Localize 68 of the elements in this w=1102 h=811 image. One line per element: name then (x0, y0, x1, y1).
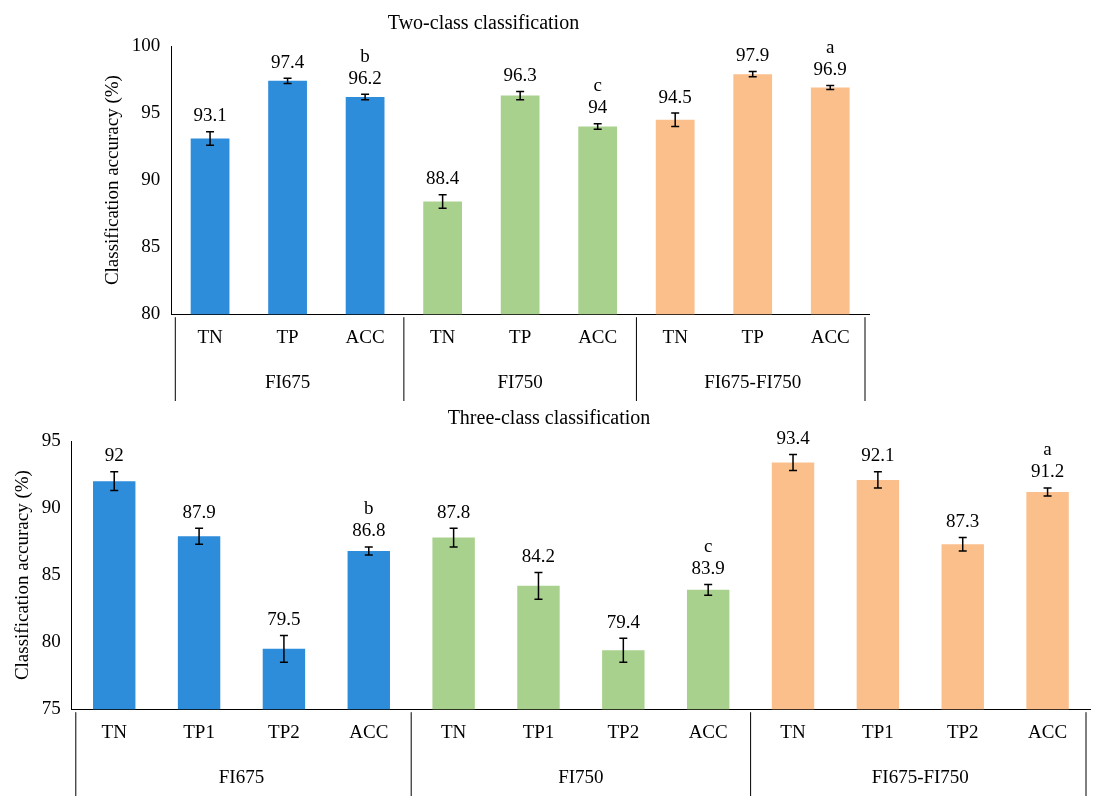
annotation: c (593, 74, 602, 96)
x-tick-label: TP1 (862, 720, 894, 742)
data-label: 96.2 (348, 66, 382, 88)
x-tick-label: ACC (810, 325, 850, 347)
x-tick-label: TP1 (522, 720, 555, 742)
y-tick-label: 80 (41, 630, 61, 652)
x-tick-label: ACC (578, 325, 618, 347)
data-label: 87.3 (946, 510, 980, 532)
data-label: 84.2 (521, 544, 556, 566)
y-tick-label: 95 (41, 428, 61, 450)
data-label: 93.4 (776, 426, 811, 448)
y-tick-label: 100 (131, 33, 161, 55)
y-tick-label: 85 (41, 563, 61, 585)
data-label: 96.9 (813, 58, 847, 80)
data-label: 94 (588, 96, 608, 118)
x-tick-label: TP (509, 325, 532, 347)
x-tick-label: TP2 (946, 720, 979, 742)
x-tick-label: ACC (688, 720, 728, 742)
data-label: 94.5 (658, 85, 692, 107)
data-label: 87.9 (182, 500, 216, 522)
data-label: 92 (104, 444, 124, 466)
x-tick-label: ACC (345, 325, 385, 347)
data-label: 97.4 (270, 50, 305, 72)
annotation: c (703, 534, 713, 556)
data-label: 79.4 (606, 610, 641, 632)
data-label: 97.9 (736, 43, 770, 65)
data-label: 79.5 (267, 607, 301, 629)
x-tick-label: TN (429, 325, 456, 347)
chart-title: Two-class classification (387, 11, 580, 34)
y-tick-label: 75 (41, 697, 61, 719)
x-tick-label: TP2 (607, 720, 640, 742)
x-tick-label: TN (780, 720, 806, 742)
x-tick-label: TN (197, 325, 223, 347)
data-label: 91.2 (1030, 460, 1065, 482)
x-tick-label: TN (101, 720, 128, 742)
annotation: a (1043, 438, 1053, 460)
y-axis-title: Classification accuracy (%) (101, 75, 124, 286)
data-label: 88.4 (426, 167, 460, 189)
x-tick-label: TN (440, 720, 467, 742)
x-tick-label: TP (276, 325, 299, 347)
text: FI675 (218, 765, 265, 787)
text: FI750 (497, 370, 543, 392)
data-label: 92.1 (861, 444, 895, 466)
annotation: b (360, 44, 370, 66)
data-label: 86.8 (352, 519, 386, 541)
annotation: a (826, 36, 836, 58)
data-label: 83.9 (691, 556, 725, 578)
y-tick-label: 90 (41, 496, 61, 518)
text: FI675-FI750 (871, 765, 969, 787)
y-tick-label: 85 (141, 235, 161, 257)
y-tick-label: 80 (141, 302, 161, 324)
x-tick-label: ACC (349, 720, 389, 742)
text: FI675-FI750 (704, 370, 802, 392)
y-axis-title: Classification accuracy (%) (11, 470, 34, 681)
x-tick-label: ACC (1028, 720, 1068, 742)
text: FI675 (264, 370, 311, 392)
y-tick-label: 95 (141, 101, 161, 123)
text: FI750 (558, 765, 604, 787)
y-tick-label: 90 (141, 168, 161, 190)
x-tick-label: TP2 (268, 720, 300, 742)
x-tick-label: TP1 (183, 720, 215, 742)
data-label: 87.8 (437, 500, 471, 522)
chart-title: Three-class classification (447, 406, 651, 429)
x-tick-label: TP (741, 325, 764, 347)
x-tick-label: TN (662, 325, 689, 347)
data-label: 93.1 (193, 104, 227, 126)
annotation: b (364, 497, 374, 519)
data-label: 96.3 (503, 64, 537, 86)
